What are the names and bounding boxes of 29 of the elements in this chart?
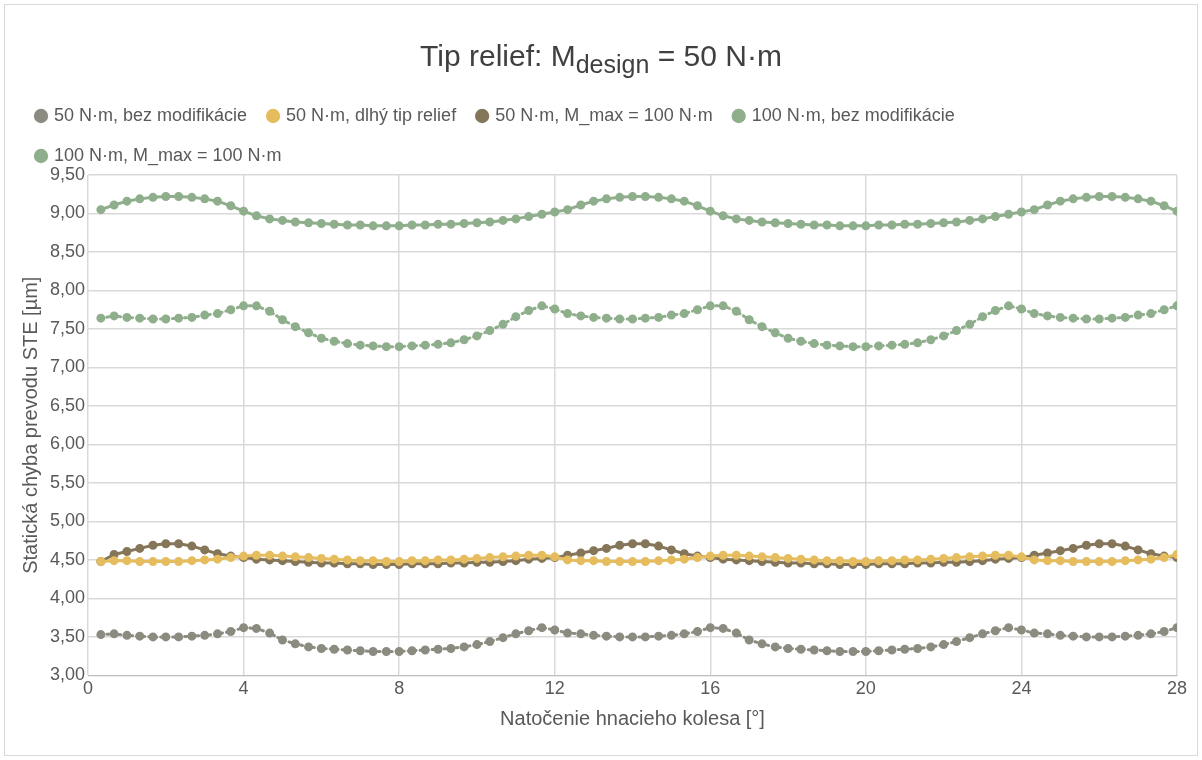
y-tick-label: 5,00 — [49, 510, 86, 531]
x-tick-label: 20 — [855, 678, 876, 699]
y-tick-label: 9,50 — [49, 163, 86, 184]
legend-label: 100 N·m, bez modifikácie — [751, 104, 955, 125]
y-tick-label: 7,00 — [49, 356, 86, 377]
y-tick-label: 8,50 — [49, 240, 86, 261]
y-tick-label: 6,00 — [49, 433, 86, 454]
x-axis-title: Natočenie hnacieho kolesa [°] — [500, 706, 765, 729]
y-tick-label: 8,00 — [49, 279, 86, 300]
legend-label: 100 N·m, M_max = 100 N·m — [54, 144, 282, 166]
y-axis-title: Statická chyba prevodu STE [µm] — [18, 276, 41, 574]
x-tick-label: 16 — [700, 678, 721, 699]
y-tick-label: 6,50 — [49, 394, 86, 415]
x-tick-label: 0 — [83, 678, 94, 699]
y-tick-label: 9,00 — [49, 202, 86, 223]
y-tick-label: 7,50 — [49, 317, 86, 338]
x-tick-label: 12 — [544, 678, 565, 699]
y-tick-label: 4,00 — [49, 587, 86, 608]
legend-label: 50 N·m, bez modifikácie — [54, 104, 248, 125]
y-tick-label: 3,50 — [49, 625, 86, 646]
legend-label: 50 N·m, M_max = 100 N·m — [495, 104, 713, 126]
legend-label: 50 N·m, dlhý tip relief — [286, 104, 458, 125]
x-tick-label: 4 — [238, 678, 249, 699]
y-tick-label: 4,50 — [49, 548, 86, 569]
x-tick-label: 8 — [394, 678, 405, 699]
y-tick-label: 5,50 — [49, 471, 86, 492]
x-tick-label: 28 — [1166, 678, 1188, 699]
x-tick-label: 24 — [1011, 678, 1032, 699]
chart-title: Tip relief: M$_{design}$ = 50 N·m — [419, 39, 783, 79]
